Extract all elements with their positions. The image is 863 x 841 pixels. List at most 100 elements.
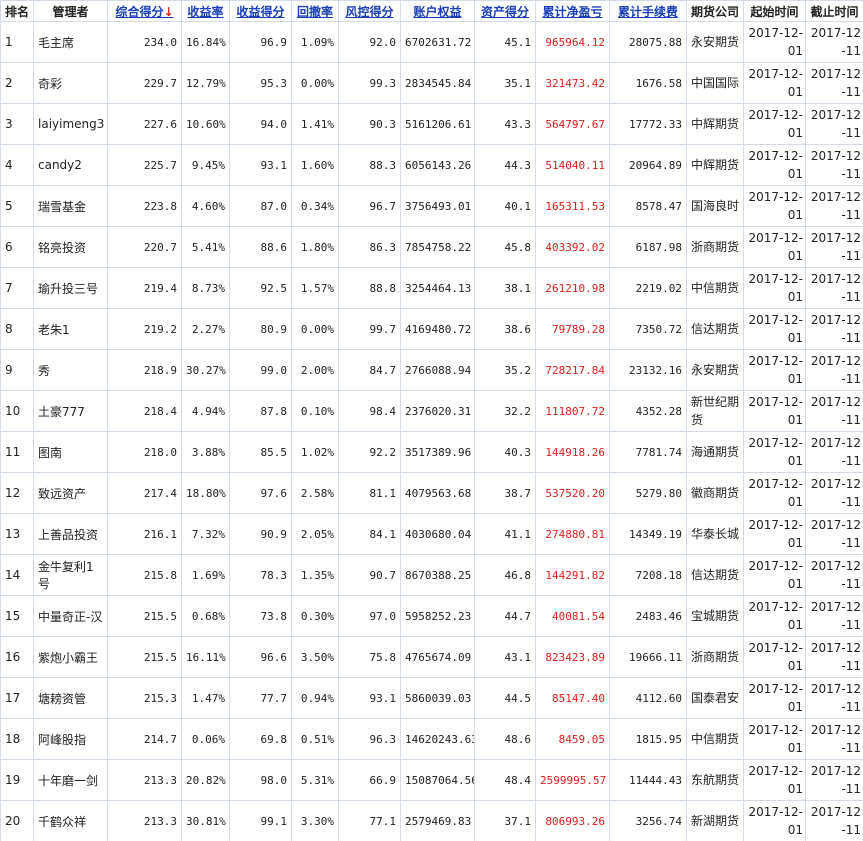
- column-header[interactable]: 收益得分: [229, 0, 292, 22]
- net-pnl-cell: 274880.81: [535, 513, 610, 555]
- equity-cell: 5958252.23: [400, 595, 475, 637]
- drawdown-cell: 0.30%: [291, 595, 339, 637]
- return-score-cell: 95.3: [229, 62, 292, 104]
- column-header[interactable]: 账户权益: [400, 0, 475, 22]
- equity-cell: 2766088.94: [400, 349, 475, 391]
- return-rate-cell: 9.45%: [181, 144, 230, 186]
- total-score-cell: 217.4: [107, 472, 182, 514]
- return-score-cell: 93.1: [229, 144, 292, 186]
- equity-cell: 2579469.83: [400, 800, 475, 841]
- total-score-cell: 216.1: [107, 513, 182, 555]
- equity-cell: 8670388.25: [400, 554, 475, 596]
- table-row: 2 奇彩 229.7 12.79% 95.3 0.00% 99.3 2834545.84 35.…: [0, 62, 863, 104]
- return-score-cell: 69.8: [229, 718, 292, 760]
- manager-cell: 千鹤众祥: [33, 800, 108, 841]
- column-header[interactable]: 风控得分: [338, 0, 401, 22]
- broker-cell: 中国国际: [686, 62, 744, 104]
- column-header[interactable]: 累计净盈亏: [535, 0, 610, 22]
- header-text[interactable]: 资产得分: [480, 4, 529, 19]
- asset-score-cell: 38.1: [474, 267, 536, 309]
- header-text[interactable]: 账户权益: [413, 4, 462, 19]
- end-date-cell: 2017-12-11: [805, 636, 863, 678]
- rank-cell: 13: [0, 513, 34, 555]
- table-row: 1 毛主席 234.0 16.84% 96.9 1.09% 92.0 6702631.72 45…: [0, 21, 863, 63]
- end-date-cell: 2017-12-11: [805, 349, 863, 391]
- broker-cell: 宝城期货: [686, 595, 744, 637]
- end-date-cell: 2017-12-11: [805, 267, 863, 309]
- return-score-cell: 96.6: [229, 636, 292, 678]
- drawdown-cell: 2.05%: [291, 513, 339, 555]
- net-pnl-cell: 165311.53: [535, 185, 610, 227]
- start-date-cell: 2017-12-01: [743, 226, 806, 268]
- fees-cell: 4112.60: [609, 677, 687, 719]
- manager-cell: 瑞雪基金: [33, 185, 108, 227]
- table-row: 4 candy2 225.7 9.45% 93.1 1.60% 88.3 6056143.26…: [0, 144, 863, 186]
- header-text[interactable]: 收益率: [187, 4, 224, 19]
- start-date-cell: 2017-12-01: [743, 62, 806, 104]
- fees-cell: 7350.72: [609, 308, 687, 350]
- column-header[interactable]: 资产得分: [474, 0, 536, 22]
- total-score-cell: 213.3: [107, 759, 182, 801]
- broker-cell: 国海良时: [686, 185, 744, 227]
- total-score-cell: 227.6: [107, 103, 182, 145]
- end-date-cell: 2017-12-11: [805, 759, 863, 801]
- return-rate-cell: 0.06%: [181, 718, 230, 760]
- total-score-cell: 214.7: [107, 718, 182, 760]
- drawdown-cell: 3.50%: [291, 636, 339, 678]
- equity-cell: 2376020.31: [400, 390, 475, 432]
- header-text[interactable]: 风控得分: [345, 4, 394, 19]
- risk-score-cell: 86.3: [338, 226, 401, 268]
- risk-score-cell: 84.1: [338, 513, 401, 555]
- drawdown-cell: 1.35%: [291, 554, 339, 596]
- column-header[interactable]: 回撤率: [291, 0, 339, 22]
- total-score-cell: 213.3: [107, 800, 182, 841]
- asset-score-cell: 44.5: [474, 677, 536, 719]
- risk-score-cell: 90.3: [338, 103, 401, 145]
- fees-cell: 23132.16: [609, 349, 687, 391]
- net-pnl-cell: 403392.02: [535, 226, 610, 268]
- header-text[interactable]: 综合得分: [115, 4, 164, 19]
- asset-score-cell: 41.1: [474, 513, 536, 555]
- drawdown-cell: 1.09%: [291, 21, 339, 63]
- equity-cell: 7854758.22: [400, 226, 475, 268]
- column-header[interactable]: 累计手续费: [609, 0, 687, 22]
- risk-score-cell: 88.3: [338, 144, 401, 186]
- header-text[interactable]: 累计手续费: [617, 4, 678, 19]
- risk-score-cell: 66.9: [338, 759, 401, 801]
- header-text[interactable]: 收益得分: [236, 4, 285, 19]
- net-pnl-cell: 40081.54: [535, 595, 610, 637]
- manager-cell: 上善品投资: [33, 513, 108, 555]
- net-pnl-cell: 823423.89: [535, 636, 610, 678]
- net-pnl-cell: 79789.28: [535, 308, 610, 350]
- column-header[interactable]: 综合得分↓: [107, 0, 182, 22]
- risk-score-cell: 99.3: [338, 62, 401, 104]
- start-date-cell: 2017-12-01: [743, 759, 806, 801]
- header-text[interactable]: 累计净盈亏: [542, 4, 603, 19]
- equity-cell: 4030680.04: [400, 513, 475, 555]
- asset-score-cell: 48.6: [474, 718, 536, 760]
- return-rate-cell: 16.84%: [181, 21, 230, 63]
- start-date-cell: 2017-12-01: [743, 595, 806, 637]
- equity-cell: 3756493.01: [400, 185, 475, 227]
- total-score-cell: 219.2: [107, 308, 182, 350]
- fees-cell: 1676.58: [609, 62, 687, 104]
- end-date-cell: 2017-12-11: [805, 62, 863, 104]
- drawdown-cell: 0.34%: [291, 185, 339, 227]
- header-text[interactable]: 回撤率: [296, 4, 333, 19]
- net-pnl-cell: 85147.40: [535, 677, 610, 719]
- asset-score-cell: 43.1: [474, 636, 536, 678]
- table-row: 15 中量奇正-汉 215.5 0.68% 73.8 0.30% 97.0 5958252.2…: [0, 595, 863, 637]
- rank-cell: 10: [0, 390, 34, 432]
- end-date-cell: 2017-12-11: [805, 431, 863, 473]
- fees-cell: 8578.47: [609, 185, 687, 227]
- return-rate-cell: 8.73%: [181, 267, 230, 309]
- broker-cell: 永安期货: [686, 21, 744, 63]
- column-header[interactable]: 收益率: [181, 0, 230, 22]
- net-pnl-cell: 144291.82: [535, 554, 610, 596]
- manager-cell: 奇彩: [33, 62, 108, 104]
- risk-score-cell: 93.1: [338, 677, 401, 719]
- table-body: 1 毛主席 234.0 16.84% 96.9 1.09% 92.0 6702631.72 45…: [0, 21, 863, 841]
- manager-cell: 紫炮小霸王: [33, 636, 108, 678]
- end-date-cell: 2017-12-11: [805, 308, 863, 350]
- return-score-cell: 98.0: [229, 759, 292, 801]
